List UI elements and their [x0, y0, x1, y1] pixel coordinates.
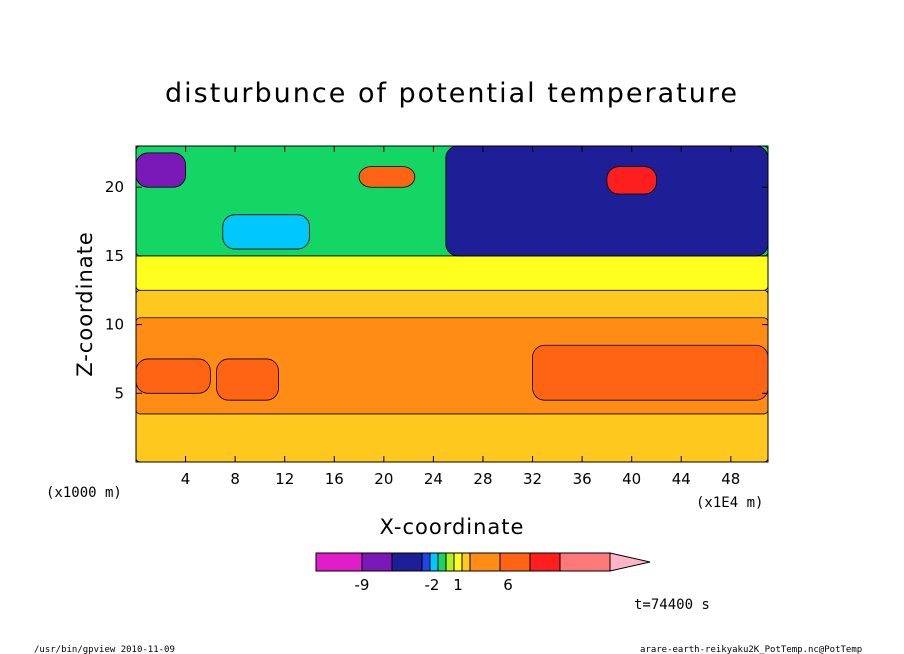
- colorbar-segment: [315, 552, 363, 572]
- time-label: t=74400 s: [634, 597, 710, 613]
- x-tick-label: 48: [721, 470, 740, 488]
- region-dark-orange: [358, 166, 416, 188]
- colorbar-segment: [445, 552, 455, 572]
- region-purple: [136, 152, 186, 188]
- footer-right: arare-earth-reikyaku2K_PotTemp.nc@PotTem…: [640, 645, 862, 654]
- x-tick-label: 44: [672, 470, 691, 488]
- colorbar-label: 1: [453, 576, 463, 594]
- region-blue: [445, 146, 768, 257]
- chart-title: disturbunce of potential temperature: [165, 78, 739, 109]
- x-unit-right: (x1E4 m): [696, 495, 763, 511]
- colorbar-segment: [453, 552, 463, 572]
- x-unit-left: (x1000 m): [46, 485, 122, 501]
- colorbar-segment: [391, 552, 423, 572]
- colorbar-segment: [421, 552, 431, 572]
- y-axis-label: Z-coordinate: [73, 231, 97, 377]
- region-dark-orange: [136, 358, 211, 394]
- footer-left: /usr/bin/gpview 2010-11-09: [34, 645, 175, 654]
- x-tick-label: 28: [473, 470, 492, 488]
- contour-field: [136, 146, 768, 462]
- region-layer: [136, 146, 768, 462]
- colorbar-segment: [559, 552, 611, 572]
- plot-frame: [135, 145, 769, 463]
- x-tick-label: 32: [523, 470, 542, 488]
- x-tick-label: 4: [181, 470, 191, 488]
- x-tick-label: 8: [230, 470, 240, 488]
- region-dark-orange: [216, 358, 279, 401]
- colorbar-segment: [469, 552, 501, 572]
- region-red: [606, 166, 657, 195]
- colorbar-label: -2: [425, 576, 440, 594]
- x-tick-label: 24: [424, 470, 443, 488]
- colorbar-segment: [437, 552, 447, 572]
- colorbar-labels: -9 -2 1 6: [355, 576, 513, 594]
- y-tick-label: 10: [105, 316, 124, 334]
- colorbar-segment: [461, 552, 471, 572]
- colorbar: [315, 552, 651, 572]
- x-tick-label: 36: [573, 470, 592, 488]
- x-tick-label: 40: [622, 470, 641, 488]
- y-tick-label: 5: [114, 384, 124, 402]
- region-dark-orange: [532, 344, 768, 401]
- x-ticks: 4 8 12 16 20 24 28 32 36 40 44 48: [181, 146, 740, 488]
- y-tick-label: 20: [105, 178, 124, 196]
- y-ticks: 5 10 15 20: [105, 178, 768, 402]
- region-cyan: [222, 214, 310, 250]
- colorbar-segment: [529, 552, 561, 572]
- x-axis-label: X-coordinate: [380, 515, 525, 539]
- x-tick-label: 20: [374, 470, 393, 488]
- colorbar-segment: [429, 552, 439, 572]
- y-tick-label: 15: [105, 247, 124, 265]
- colorbar-label: -9: [355, 576, 370, 594]
- colorbar-segment: [361, 552, 393, 572]
- x-tick-label: 12: [275, 470, 294, 488]
- colorbar-label: 6: [503, 576, 513, 594]
- colorbar-arrow: [609, 552, 651, 572]
- colorbar-segment: [499, 552, 531, 572]
- x-tick-label: 16: [325, 470, 344, 488]
